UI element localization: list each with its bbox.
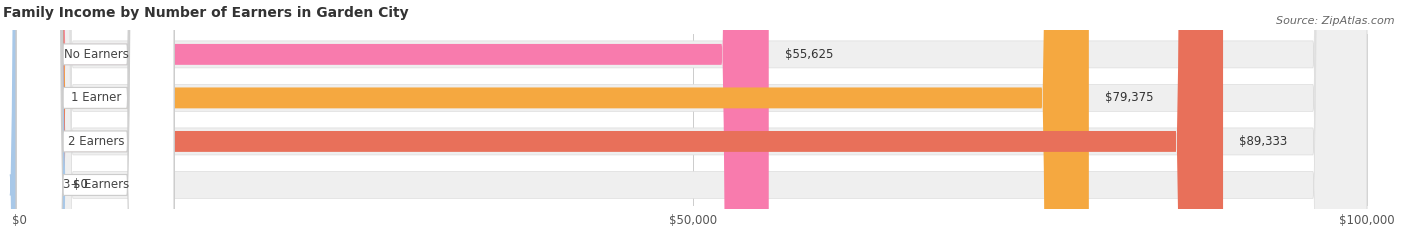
Text: Family Income by Number of Earners in Garden City: Family Income by Number of Earners in Ga… [3,6,408,20]
FancyBboxPatch shape [17,0,174,233]
Text: 1 Earner: 1 Earner [72,91,122,104]
FancyBboxPatch shape [17,0,174,233]
FancyBboxPatch shape [20,0,1367,233]
Text: $79,375: $79,375 [1105,91,1153,104]
Text: Source: ZipAtlas.com: Source: ZipAtlas.com [1277,16,1395,26]
Text: $89,333: $89,333 [1239,135,1288,148]
FancyBboxPatch shape [20,0,1223,233]
FancyBboxPatch shape [17,0,174,233]
FancyBboxPatch shape [10,0,66,233]
Text: $0: $0 [73,178,87,192]
Text: No Earners: No Earners [65,48,129,61]
FancyBboxPatch shape [17,0,174,233]
FancyBboxPatch shape [20,0,1367,233]
FancyBboxPatch shape [20,0,1088,233]
Text: 2 Earners: 2 Earners [69,135,125,148]
FancyBboxPatch shape [20,0,769,233]
Text: $55,625: $55,625 [785,48,834,61]
FancyBboxPatch shape [20,0,1367,233]
FancyBboxPatch shape [20,0,1367,233]
Text: 3+ Earners: 3+ Earners [63,178,129,192]
